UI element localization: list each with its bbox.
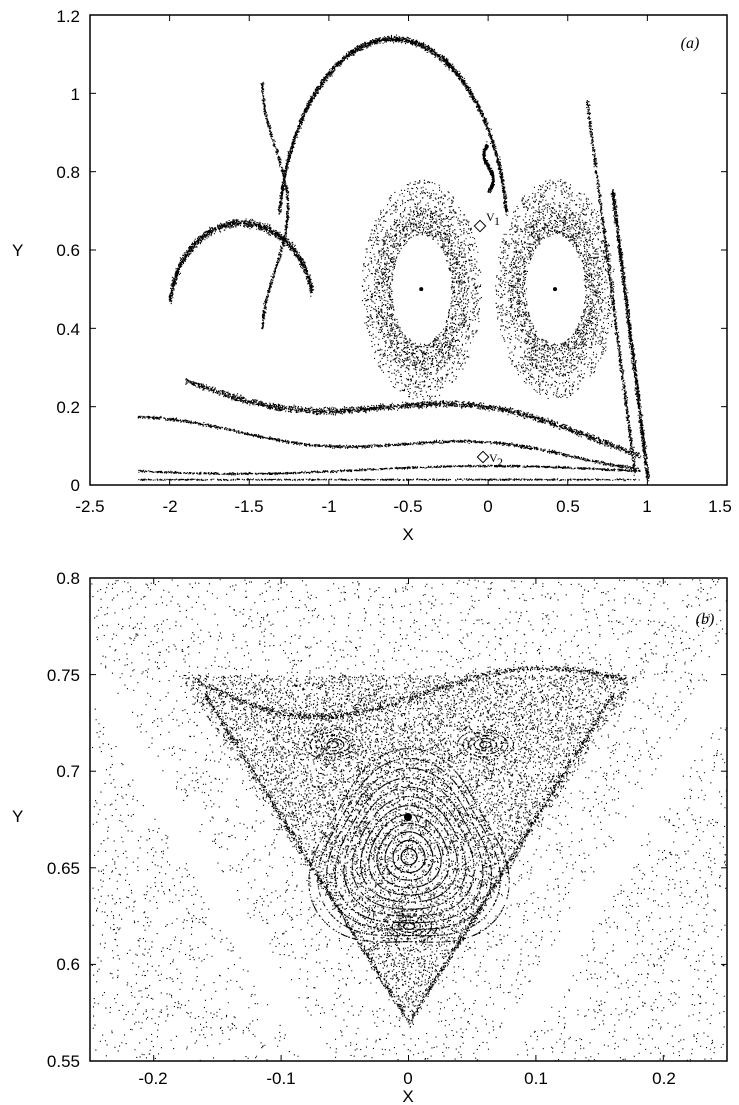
tick-label-y: 0.8 bbox=[56, 163, 80, 182]
panel-a-ticks bbox=[89, 14, 728, 486]
tick-label-x: 0 bbox=[403, 1069, 412, 1088]
marker-v1-a: V 1 bbox=[473, 210, 500, 233]
panel-a-frame bbox=[89, 14, 728, 486]
panel-a-x-tick-labels: -2.5 -2 -1.5 -1 -0.5 0 0.5 1 1.5 bbox=[75, 497, 731, 516]
panel-a-y-tick-labels: 0 0.2 0.4 0.6 0.8 1 1.2 bbox=[56, 7, 80, 495]
marker-v1-b-label: V bbox=[414, 812, 423, 826]
panel-b-x-axis-title: X bbox=[402, 1087, 413, 1105]
tick-label-x: -2.5 bbox=[75, 497, 104, 516]
marker-v1-a-diamond bbox=[473, 219, 487, 233]
panel-a-fixed-points bbox=[419, 287, 558, 292]
tick-label-y: 0 bbox=[71, 476, 80, 495]
panel-a: -2.5 -2 -1.5 -1 -0.5 0 0.5 1 1.5 0 0.2 0… bbox=[12, 7, 732, 544]
tick-label-y: 0.2 bbox=[56, 398, 80, 417]
tick-label-x: -0.1 bbox=[266, 1069, 295, 1088]
panel-b-scatter bbox=[91, 579, 728, 1062]
tick-label-x: 1.5 bbox=[708, 497, 732, 516]
marker-v1-b-sub: 1 bbox=[423, 816, 429, 830]
fixed-point bbox=[419, 287, 424, 292]
tick-label-x: 0 bbox=[483, 497, 492, 516]
tick-label-y: 0.65 bbox=[47, 859, 80, 878]
marker-v2-a-sub: 2 bbox=[497, 455, 503, 469]
tick-label-y: 1.2 bbox=[56, 7, 80, 26]
marker-v2-a-label: V bbox=[489, 451, 498, 465]
panel-b-label: (b) bbox=[696, 611, 715, 628]
tick-label-x: -2 bbox=[162, 497, 177, 516]
panel-a-x-axis-title: X bbox=[402, 525, 413, 544]
marker-v1-a-sub: 1 bbox=[494, 214, 500, 228]
tick-label-y: 0.6 bbox=[56, 955, 80, 974]
tick-label-y: 0.8 bbox=[56, 569, 80, 588]
tick-label-x: 0.1 bbox=[524, 1069, 548, 1088]
tick-label-x: 0.5 bbox=[556, 497, 580, 516]
panel-a-scatter bbox=[137, 34, 650, 482]
tick-label-y: 0.7 bbox=[56, 762, 80, 781]
tick-label-x: 0.2 bbox=[652, 1069, 676, 1088]
marker-v2-a: V 2 bbox=[476, 450, 503, 469]
panel-b-ticks bbox=[90, 577, 727, 1062]
marker-v2-a-diamond bbox=[476, 450, 490, 464]
tick-label-x: 1 bbox=[642, 497, 651, 516]
panel-b-points bbox=[91, 579, 728, 1062]
tick-label-y: 0.75 bbox=[47, 666, 80, 685]
panel-b-x-tick-labels: -0.2 -0.1 0 0.1 0.2 bbox=[138, 1069, 675, 1088]
tick-label-x: -1.5 bbox=[234, 497, 263, 516]
tick-label-x: -0.5 bbox=[393, 497, 422, 516]
tick-label-y: 1 bbox=[71, 85, 80, 104]
panel-b-y-tick-labels: 0.55 0.6 0.65 0.7 0.75 0.8 bbox=[47, 569, 80, 1071]
panel-b: -0.2 -0.1 0 0.1 0.2 0.55 0.6 0.65 0.7 0.… bbox=[12, 569, 728, 1105]
fixed-point bbox=[553, 287, 558, 292]
tick-label-x: -0.2 bbox=[138, 1069, 167, 1088]
marker-v1-b: V 1 bbox=[404, 812, 429, 830]
panel-b-y-axis-title: Y bbox=[12, 807, 23, 826]
tick-label-x: -1 bbox=[321, 497, 336, 516]
tick-label-y: 0.55 bbox=[47, 1052, 80, 1071]
panel-a-points bbox=[137, 34, 650, 482]
marker-v1-b-dot bbox=[404, 813, 412, 821]
marker-v1-a-label: V bbox=[486, 210, 495, 224]
panel-a-y-axis-title: Y bbox=[12, 241, 23, 260]
tick-label-y: 0.6 bbox=[56, 241, 80, 260]
tick-label-y: 0.4 bbox=[56, 320, 80, 339]
panel-a-label: (a) bbox=[681, 35, 700, 52]
